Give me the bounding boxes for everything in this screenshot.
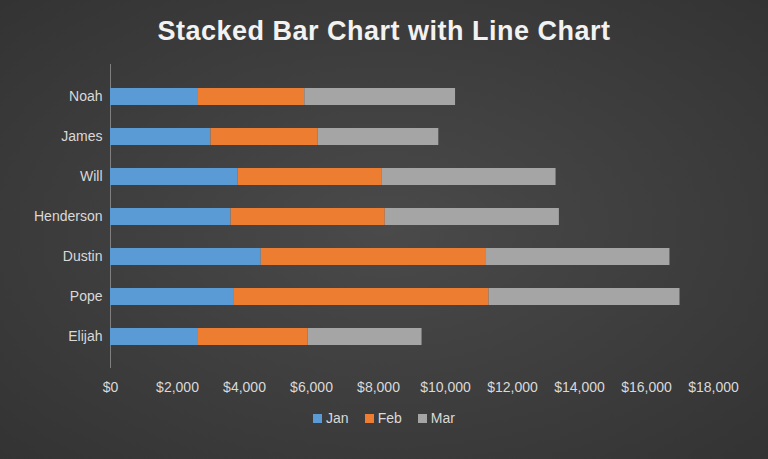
svg-text:$4,000: $4,000 bbox=[223, 379, 266, 395]
svg-text:$2,000: $2,000 bbox=[156, 379, 199, 395]
svg-text:James: James bbox=[61, 128, 102, 144]
svg-text:Dustin: Dustin bbox=[63, 248, 103, 264]
svg-text:$16,000: $16,000 bbox=[621, 379, 672, 395]
svg-text:$18,000: $18,000 bbox=[688, 379, 739, 395]
svg-text:$12,000: $12,000 bbox=[487, 379, 538, 395]
svg-text:Elijah: Elijah bbox=[68, 328, 102, 344]
svg-text:Noah: Noah bbox=[69, 88, 102, 104]
svg-text:$0: $0 bbox=[103, 379, 119, 395]
svg-text:Will: Will bbox=[80, 168, 103, 184]
svg-text:$6,000: $6,000 bbox=[290, 379, 333, 395]
svg-text:Henderson: Henderson bbox=[34, 208, 103, 224]
svg-text:Pope: Pope bbox=[70, 288, 103, 304]
svg-text:$14,000: $14,000 bbox=[554, 379, 605, 395]
html-text:Jan: Jan bbox=[326, 410, 349, 426]
svg-text:$8,000: $8,000 bbox=[357, 379, 400, 395]
html-text:Stacked Bar Chart with Line Ch: Stacked Bar Chart with Line Chart bbox=[157, 16, 611, 46]
html-text:Feb: Feb bbox=[377, 410, 402, 426]
svg-text:$10,000: $10,000 bbox=[420, 379, 471, 395]
html-text:Mar: Mar bbox=[430, 410, 455, 426]
